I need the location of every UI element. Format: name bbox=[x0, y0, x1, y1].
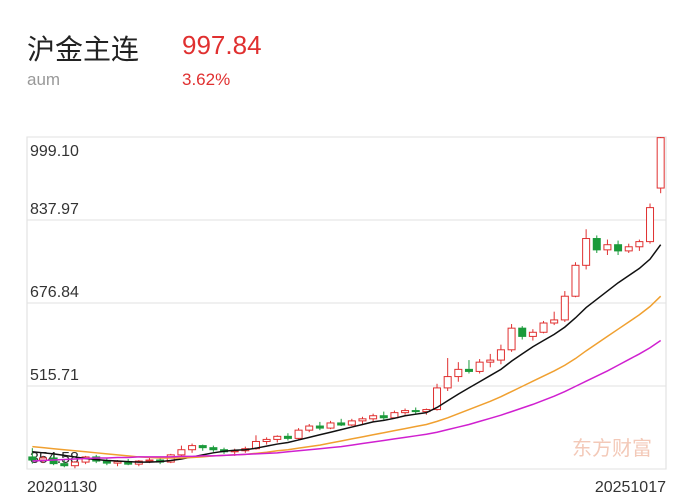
candle-body bbox=[379, 415, 388, 419]
y-tick-label: 515.71 bbox=[30, 367, 79, 384]
candle-body bbox=[464, 368, 473, 372]
candle-body bbox=[60, 463, 69, 467]
candle-body bbox=[294, 429, 303, 439]
candle-body bbox=[188, 445, 197, 451]
candle-body bbox=[411, 410, 420, 413]
candle-body bbox=[582, 238, 591, 266]
candle-body bbox=[145, 459, 154, 462]
x-tick-label: 20251017 bbox=[595, 479, 666, 496]
candle-body bbox=[656, 137, 665, 189]
candle-body bbox=[262, 438, 271, 442]
candle-body bbox=[358, 418, 367, 422]
candle-body bbox=[315, 425, 324, 429]
y-tick-label: 676.84 bbox=[30, 284, 79, 301]
candle-body bbox=[486, 359, 495, 363]
change: 3.62% bbox=[182, 70, 231, 89]
ma-line bbox=[32, 244, 662, 463]
candle-body bbox=[507, 327, 516, 351]
x-tick-label: 20201130 bbox=[27, 479, 97, 496]
candle-body bbox=[433, 387, 442, 411]
candle-body bbox=[198, 445, 207, 449]
candle-body bbox=[528, 331, 537, 337]
ma-line bbox=[32, 339, 662, 462]
candle-body bbox=[273, 435, 282, 440]
watermark: 东方财富 bbox=[572, 437, 652, 460]
candle-body bbox=[614, 244, 623, 252]
candle-body bbox=[443, 376, 452, 389]
candle-body bbox=[560, 295, 569, 321]
candle-body bbox=[401, 410, 410, 414]
subtitle: aum bbox=[27, 70, 61, 89]
candle-body bbox=[454, 368, 463, 378]
candle-body bbox=[539, 322, 548, 333]
candle-body bbox=[646, 207, 655, 243]
candle-body bbox=[177, 449, 186, 456]
candle-body bbox=[475, 361, 484, 372]
candle-body bbox=[603, 244, 612, 251]
title: 沪金主连 bbox=[27, 34, 140, 65]
candle-body bbox=[496, 349, 505, 361]
candle-body bbox=[70, 461, 79, 467]
candle-body bbox=[283, 435, 292, 439]
candle-body bbox=[209, 447, 218, 451]
ma-line bbox=[32, 295, 662, 459]
candle-body bbox=[550, 319, 559, 324]
candle-body bbox=[369, 415, 378, 420]
candle-body bbox=[337, 422, 346, 426]
candle-body bbox=[347, 420, 356, 426]
y-tick-label: 999.10 bbox=[30, 143, 79, 160]
candle-body bbox=[571, 264, 580, 297]
candle-body bbox=[635, 241, 644, 248]
candle-body bbox=[592, 238, 601, 251]
candle-body bbox=[305, 425, 314, 431]
candle-body bbox=[326, 422, 335, 429]
candle-body bbox=[518, 327, 527, 337]
candle-body bbox=[28, 456, 37, 461]
price: 997.84 bbox=[182, 30, 262, 60]
y-tick-label: 837.97 bbox=[30, 201, 79, 218]
candle-body bbox=[624, 246, 633, 252]
